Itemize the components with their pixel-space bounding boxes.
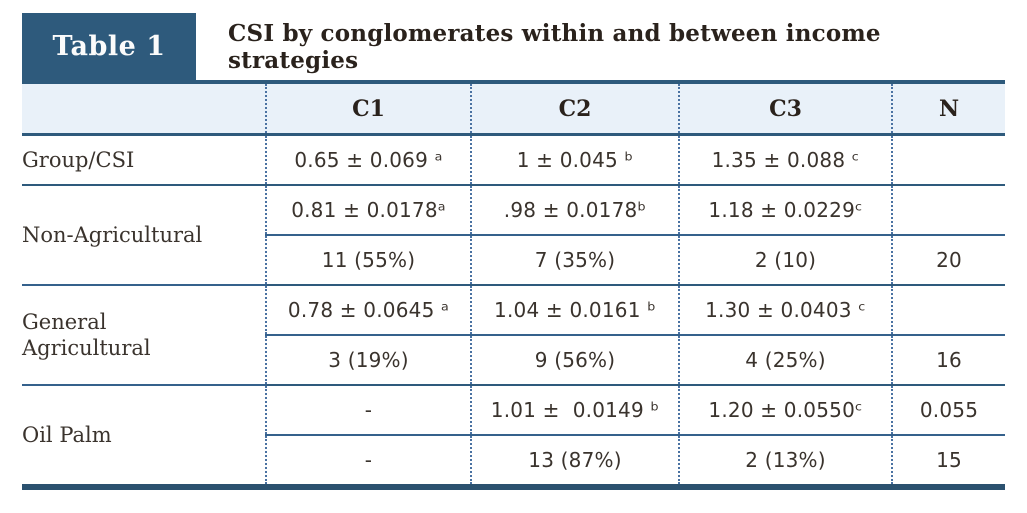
column-header-c2: C2 — [470, 82, 679, 136]
row-label-non-agricultural: Non-Agricultural — [22, 185, 266, 286]
cell-oil-palm-n: 15 — [891, 435, 1005, 487]
cell-non-agricultural-count-c1: 11 (55%) — [265, 235, 471, 286]
header-row: C1 C2 C3 N — [22, 82, 1005, 136]
table-figure: Table 1 CSI by conglomerates within and … — [0, 13, 1027, 513]
cell-oil-palm-count-c2: 13 (87%) — [470, 435, 679, 487]
cell-general-agricultural-count-c3: 4 (25%) — [678, 335, 892, 386]
column-header-c1: C1 — [265, 82, 471, 136]
cell-general-agricultural-n: 16 — [891, 335, 1005, 386]
cell-general-agricultural-csi-c3: 1.30 ± 0.0403 ᶜ — [678, 285, 892, 336]
cell-non-agricultural-count-c2: 7 (35%) — [470, 235, 679, 286]
cell-non-agricultural-csi-c1: 0.81 ± 0.0178ᵃ — [265, 185, 471, 236]
table-badge-label: Table 1 — [52, 31, 166, 62]
table-badge: Table 1 — [22, 13, 196, 80]
cell-non-agricultural-csi-n — [891, 185, 1005, 236]
cell-oil-palm-csi-c3: 1.20 ± 0.0550ᶜ — [678, 385, 892, 436]
row-oil-palm-csi: Oil Palm - 1.01 ± 0.0149 ᵇ 1.20 ± 0.0550… — [22, 385, 1005, 488]
cell-general-agricultural-csi-c1: 0.78 ± 0.0645 ᵃ — [265, 285, 471, 336]
cell-group-csi-c2: 1 ± 0.045 ᵇ — [470, 134, 679, 186]
cell-general-agricultural-count-c1: 3 (19%) — [265, 335, 471, 386]
cell-general-agricultural-count-c2: 9 (56%) — [470, 335, 679, 386]
cell-oil-palm-count-c1: - — [265, 435, 471, 487]
cell-non-agricultural-n: 20 — [891, 235, 1005, 286]
row-label-oil-palm: Oil Palm — [22, 385, 266, 488]
row-group-csi: Group/CSI 0.65 ± 0.069 ᵃ 1 ± 0.045 ᵇ 1.3… — [22, 134, 1005, 186]
cell-oil-palm-csi-c2: 1.01 ± 0.0149 ᵇ — [470, 385, 679, 436]
cell-group-csi-c1: 0.65 ± 0.069 ᵃ — [265, 134, 471, 186]
cell-oil-palm-csi-n: 0.055 — [891, 385, 1005, 436]
cell-non-agricultural-count-c3: 2 (10) — [678, 235, 892, 286]
row-label-general-agricultural: General Agricultural — [22, 285, 266, 386]
column-header-blank — [22, 82, 266, 136]
cell-general-agricultural-csi-c2: 1.04 ± 0.0161 ᵇ — [470, 285, 679, 336]
cell-oil-palm-csi-c1: - — [265, 385, 471, 436]
csi-table: C1 C2 C3 N Group/CSI 0.65 ± 0.069 ᵃ 1 ± … — [22, 80, 1005, 490]
row-label-group-csi: Group/CSI — [22, 134, 266, 186]
cell-group-csi-n — [891, 134, 1005, 186]
row-oil-palm-counts: - 13 (87%) 2 (13%) 15 — [22, 435, 1005, 487]
cell-general-agricultural-csi-n — [891, 285, 1005, 336]
cell-non-agricultural-csi-c3: 1.18 ± 0.0229ᶜ — [678, 185, 892, 236]
cell-non-agricultural-csi-c2: .98 ± 0.0178ᵇ — [470, 185, 679, 236]
table-title: CSI by conglomerates within and between … — [228, 19, 881, 74]
row-general-agricultural-csi: General Agricultural 0.78 ± 0.0645 ᵃ 1.0… — [22, 285, 1005, 386]
column-header-n: N — [891, 82, 1005, 136]
row-general-agricultural-counts: 3 (19%) 9 (56%) 4 (25%) 16 — [22, 335, 1005, 386]
column-header-c3: C3 — [678, 82, 892, 136]
row-non-agricultural-csi: Non-Agricultural 0.81 ± 0.0178ᵃ .98 ± 0.… — [22, 185, 1005, 286]
table-titlebar: Table 1 CSI by conglomerates within and … — [22, 13, 1005, 80]
cell-oil-palm-count-c3: 2 (13%) — [678, 435, 892, 487]
cell-group-csi-c3: 1.35 ± 0.088 ᶜ — [678, 134, 892, 186]
row-non-agricultural-counts: 11 (55%) 7 (35%) 2 (10) 20 — [22, 235, 1005, 286]
